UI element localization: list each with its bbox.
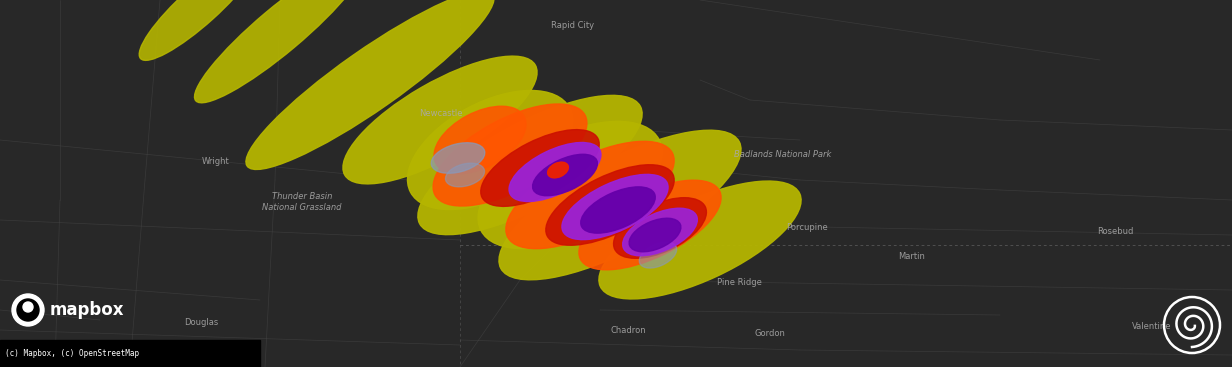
Ellipse shape (342, 56, 537, 184)
Ellipse shape (580, 187, 655, 233)
Ellipse shape (547, 162, 568, 178)
Text: Douglas: Douglas (184, 319, 218, 327)
Ellipse shape (480, 130, 599, 206)
Text: Newcastle: Newcastle (419, 109, 463, 118)
Bar (0, 340, 260, 367)
Ellipse shape (622, 208, 697, 256)
Ellipse shape (532, 154, 598, 196)
Ellipse shape (546, 165, 674, 245)
Text: Gordon: Gordon (754, 330, 786, 338)
Text: mapbox: mapbox (51, 301, 124, 319)
Text: Badlands National Park: Badlands National Park (733, 150, 832, 159)
Ellipse shape (246, 0, 494, 170)
Ellipse shape (499, 130, 742, 280)
Ellipse shape (579, 180, 721, 270)
Ellipse shape (434, 106, 526, 174)
Text: Porcupine: Porcupine (786, 223, 828, 232)
Ellipse shape (639, 242, 676, 268)
Text: Wright: Wright (202, 157, 229, 166)
Ellipse shape (506, 141, 674, 249)
Ellipse shape (139, 0, 261, 60)
Ellipse shape (418, 95, 642, 235)
Ellipse shape (195, 0, 366, 103)
Text: Rosebud: Rosebud (1096, 227, 1133, 236)
Ellipse shape (614, 198, 706, 258)
Ellipse shape (431, 143, 485, 173)
Ellipse shape (478, 121, 662, 248)
Ellipse shape (434, 104, 586, 206)
Text: Martin: Martin (898, 252, 925, 261)
Ellipse shape (509, 142, 601, 201)
Text: Valentine: Valentine (1132, 322, 1172, 331)
Text: Chadron: Chadron (611, 326, 646, 335)
Text: Rapid City: Rapid City (551, 21, 595, 30)
Circle shape (12, 294, 44, 326)
Text: Pine Ridge: Pine Ridge (717, 278, 761, 287)
Circle shape (23, 302, 33, 312)
Ellipse shape (408, 91, 573, 210)
Ellipse shape (599, 181, 801, 299)
Ellipse shape (446, 163, 484, 187)
Circle shape (17, 299, 39, 321)
Ellipse shape (562, 174, 668, 240)
Text: (c) Mapbox, (c) OpenStreetMap: (c) Mapbox, (c) OpenStreetMap (5, 349, 139, 359)
Text: Thunder Basin
National Grassland: Thunder Basin National Grassland (262, 192, 341, 211)
Ellipse shape (630, 218, 681, 252)
